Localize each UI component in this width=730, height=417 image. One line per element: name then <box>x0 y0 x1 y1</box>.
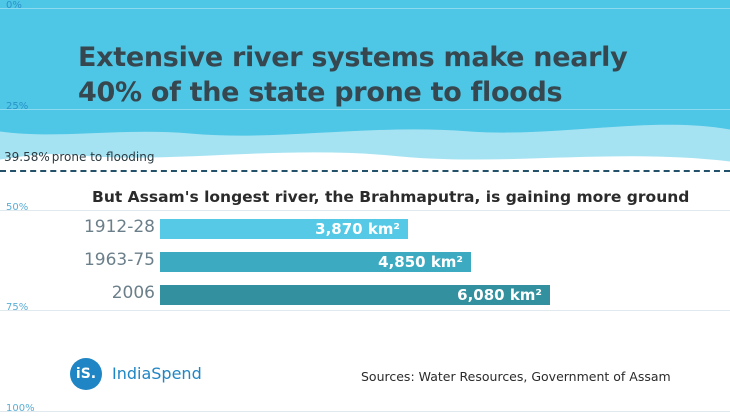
bar: 4,850 km² <box>160 252 471 272</box>
flood-annotation: 39.58% prone to flooding <box>4 150 154 164</box>
bar-value-label: 4,850 km² <box>378 253 463 271</box>
water-area-dark <box>0 0 730 136</box>
y-tick-label: 100% <box>6 403 35 414</box>
bar: 3,870 km² <box>160 219 408 239</box>
gridline <box>0 209 730 211</box>
chart-title: Extensive river systems make nearly 40% … <box>78 42 628 108</box>
flood-label-text: prone to flooding <box>51 150 155 164</box>
bar-value-label: 3,870 km² <box>315 220 400 238</box>
gridline <box>0 310 730 312</box>
gridline <box>0 108 730 110</box>
bar-category-label: 1912-28 <box>83 217 155 237</box>
flood-percentage: 39.58% <box>4 150 50 164</box>
y-tick-label: 50% <box>6 201 29 213</box>
chart-subtitle: But Assam's longest river, the Brahmaput… <box>92 188 690 206</box>
bar-category-label: 2006 <box>111 283 155 303</box>
y-tick-label: 75% <box>6 302 29 314</box>
y-tick-label: 25% <box>6 100 29 112</box>
flood-threshold-line <box>0 170 730 172</box>
gridline <box>0 411 730 412</box>
bar: 6,080 km² <box>160 285 550 305</box>
y-tick-label: 0% <box>6 0 22 11</box>
indiaspend-logo-icon: iS. <box>70 358 102 390</box>
source-note: Sources: Water Resources, Government of … <box>361 369 671 384</box>
bar-value-label: 6,080 km² <box>457 286 542 304</box>
brand-name: IndiaSpend <box>112 364 202 383</box>
gridline <box>0 8 730 9</box>
bar-category-label: 1963-75 <box>83 250 155 270</box>
